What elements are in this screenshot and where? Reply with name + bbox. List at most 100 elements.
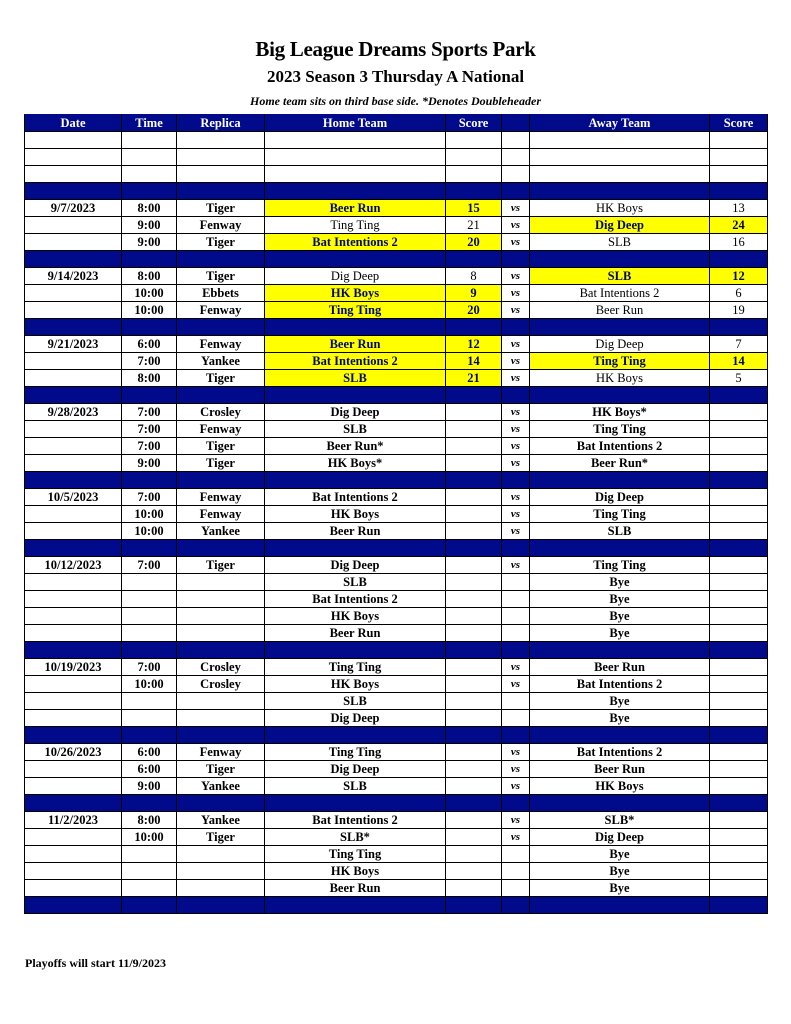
away-score-cell: 6 xyxy=(709,284,768,302)
date-cell xyxy=(24,675,122,693)
empty-cell xyxy=(264,794,446,812)
time-cell xyxy=(121,845,177,863)
home-team-cell: Ting Ting xyxy=(264,658,446,676)
replica-cell xyxy=(176,879,265,897)
date-cell xyxy=(24,522,122,540)
replica-cell xyxy=(176,607,265,625)
game-row: 9:00 Tiger HK Boys* vs Beer Run* xyxy=(24,454,768,472)
away-score-cell xyxy=(709,522,768,540)
game-row: 10/5/2023 7:00 Fenway Bat Intentions 2 vs Dig… xyxy=(24,488,768,506)
home-score-cell xyxy=(445,573,502,591)
empty-cell xyxy=(501,250,530,268)
home-team-cell: SLB xyxy=(264,777,446,795)
home-team-cell: SLB xyxy=(264,420,446,438)
column-header-away-score: Score xyxy=(709,114,768,132)
empty-cell xyxy=(24,641,122,659)
empty-cell xyxy=(445,641,502,659)
away-team-cell: Bye xyxy=(529,624,710,642)
page-title: Big League Dreams Sports Park xyxy=(255,37,536,61)
time-cell xyxy=(121,624,177,642)
home-score-cell: 21 xyxy=(445,369,502,387)
vs-cell xyxy=(501,607,530,625)
date-cell xyxy=(24,607,122,625)
home-score-cell xyxy=(445,437,502,455)
home-team-cell: Beer Run xyxy=(264,335,446,353)
home-score-cell xyxy=(445,845,502,863)
away-team-cell: SLB xyxy=(529,522,710,540)
replica-cell: Yankee xyxy=(176,352,265,370)
away-score-cell xyxy=(709,709,768,727)
away-team-cell: Ting Ting xyxy=(529,420,710,438)
vs-cell xyxy=(501,590,530,608)
date-cell: 9/7/2023 xyxy=(24,199,122,217)
game-row: Beer Run Bye xyxy=(24,624,768,642)
vs-cell: vs xyxy=(501,743,530,761)
home-team-cell: Dig Deep xyxy=(264,556,446,574)
separator-row xyxy=(24,386,768,404)
vs-cell: vs xyxy=(501,267,530,285)
home-score-cell xyxy=(445,675,502,693)
empty-cell xyxy=(529,131,710,149)
home-team-cell: HK Boys xyxy=(264,675,446,693)
home-team-cell: Beer Run* xyxy=(264,437,446,455)
date-cell xyxy=(24,862,122,880)
date-cell xyxy=(24,828,122,846)
replica-cell: Crosley xyxy=(176,403,265,421)
game-row: 9/21/2023 6:00 Fenway Beer Run 12 vs Dig Deep 7 xyxy=(24,335,768,353)
home-score-cell: 21 xyxy=(445,216,502,234)
empty-cell xyxy=(121,539,177,557)
away-score-cell xyxy=(709,624,768,642)
time-cell xyxy=(121,879,177,897)
game-row: 7:00 Tiger Beer Run* vs Bat Intentions 2 xyxy=(24,437,768,455)
empty-cell xyxy=(529,318,710,336)
schedule-note: Home team sits on third base side. *Deno… xyxy=(250,94,541,108)
home-score-cell xyxy=(445,624,502,642)
empty-cell xyxy=(709,148,768,166)
game-row: 10:00 Fenway HK Boys vs Ting Ting xyxy=(24,505,768,523)
away-team-cell: Bat Intentions 2 xyxy=(529,743,710,761)
replica-cell: Fenway xyxy=(176,301,265,319)
empty-cell xyxy=(264,726,446,744)
game-row: Dig Deep Bye xyxy=(24,709,768,727)
empty-cell xyxy=(24,250,122,268)
away-score-cell xyxy=(709,811,768,829)
away-score-cell xyxy=(709,573,768,591)
column-header-away-team: Away Team xyxy=(529,114,710,132)
away-score-cell xyxy=(709,777,768,795)
away-team-cell: Bye xyxy=(529,879,710,897)
empty-cell xyxy=(264,148,446,166)
empty-cell xyxy=(176,539,265,557)
time-cell: 10:00 xyxy=(121,675,177,693)
home-team-cell: Ting Ting xyxy=(264,845,446,863)
game-row: 10:00 Yankee Beer Run vs SLB xyxy=(24,522,768,540)
game-row: Ting Ting Bye xyxy=(24,845,768,863)
empty-cell xyxy=(529,896,710,914)
empty-cell xyxy=(445,471,502,489)
home-score-cell xyxy=(445,403,502,421)
empty-cell xyxy=(176,148,265,166)
home-team-cell: SLB xyxy=(264,369,446,387)
game-row: 10:00 Fenway Ting Ting 20 vs Beer Run 19 xyxy=(24,301,768,319)
home-score-cell xyxy=(445,760,502,778)
home-team-cell: HK Boys xyxy=(264,862,446,880)
away-score-cell xyxy=(709,607,768,625)
away-score-cell xyxy=(709,505,768,523)
vs-cell: vs xyxy=(501,420,530,438)
empty-cell xyxy=(264,896,446,914)
away-score-cell xyxy=(709,590,768,608)
date-cell xyxy=(24,352,122,370)
date-cell: 9/14/2023 xyxy=(24,267,122,285)
empty-cell xyxy=(264,386,446,404)
away-team-cell: HK Boys* xyxy=(529,403,710,421)
replica-cell: Crosley xyxy=(176,658,265,676)
home-score-cell xyxy=(445,590,502,608)
empty-cell xyxy=(709,165,768,183)
game-row: Bat Intentions 2 Bye xyxy=(24,590,768,608)
column-header-date: Date xyxy=(24,114,122,132)
home-team-cell: HK Boys* xyxy=(264,454,446,472)
away-team-cell: Bye xyxy=(529,590,710,608)
home-team-cell: Bat Intentions 2 xyxy=(264,811,446,829)
empty-cell xyxy=(501,794,530,812)
time-cell: 6:00 xyxy=(121,335,177,353)
empty-cell xyxy=(176,131,265,149)
